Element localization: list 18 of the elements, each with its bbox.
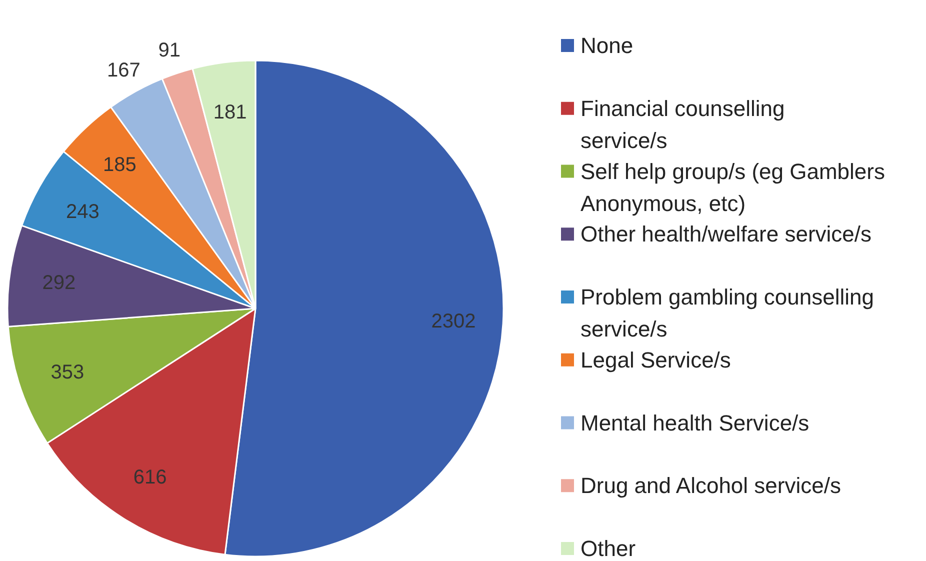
- legend-label: Self help group/s (eg Gamblers Anonymous, etc): [580, 158, 885, 216]
- data-label: 185: [103, 154, 136, 176]
- legend-label: Legal Service/s: [580, 347, 731, 372]
- data-label: 243: [66, 201, 100, 224]
- legend-label: Other health/welfare service/s: [580, 222, 872, 247]
- legend-label: Financial counselling service/s: [580, 96, 785, 153]
- data-label: 167: [107, 60, 140, 82]
- legend-label: Problem gambling counselling service/s: [580, 284, 874, 342]
- data-label: 353: [50, 362, 84, 384]
- legend-label: Other: [580, 536, 636, 561]
- data-label: 292: [42, 272, 76, 294]
- data-label: 181: [213, 102, 247, 124]
- data-label: 2302: [431, 310, 476, 333]
- data-label: 616: [133, 466, 167, 489]
- legend-label: None: [580, 33, 634, 58]
- data-label: 91: [158, 40, 180, 62]
- legend-label: Drug and Alcohol service/s: [580, 473, 841, 498]
- legend-label: Mental health Service/s: [580, 410, 810, 436]
